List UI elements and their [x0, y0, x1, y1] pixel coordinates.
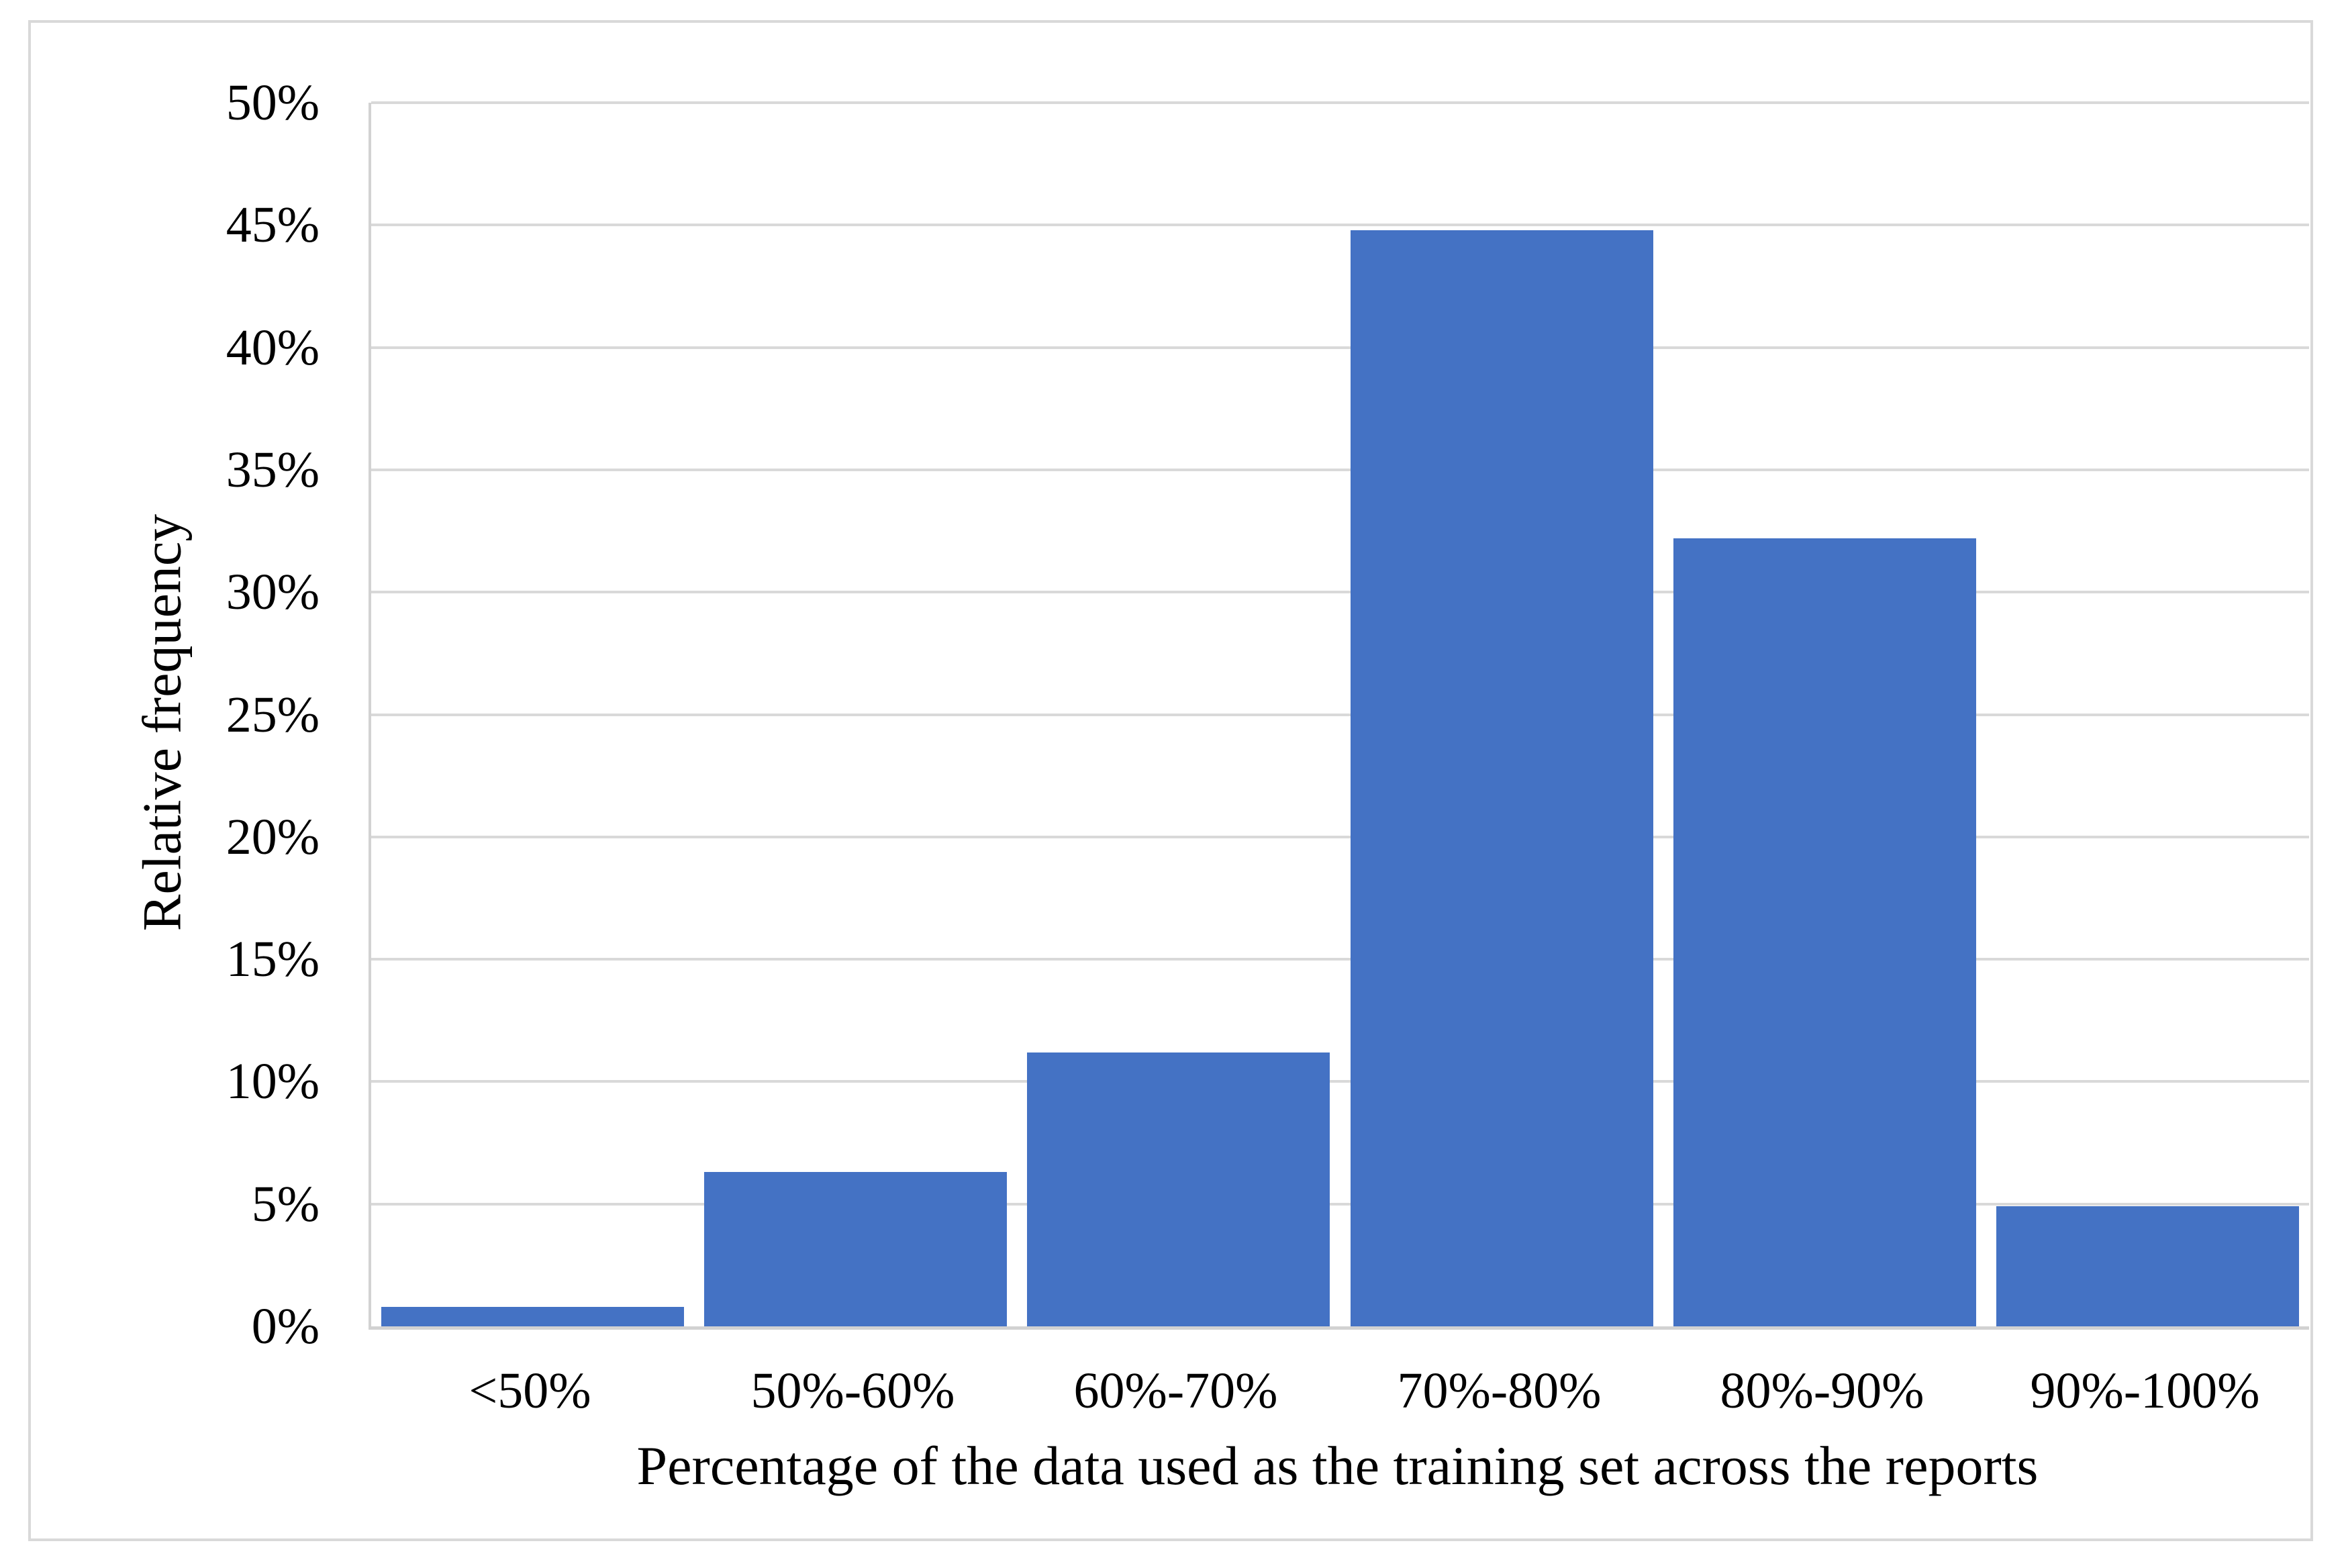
bar-50%-60% [704, 1172, 1007, 1326]
bar-60%-70% [1027, 1052, 1330, 1326]
gridline [371, 101, 2309, 104]
x-category-label: 80%-90% [1720, 1363, 1924, 1419]
x-category-label: 50%-60% [750, 1363, 955, 1419]
y-tick-label: 30% [226, 564, 320, 621]
gridline [371, 224, 2309, 227]
gridline [371, 958, 2309, 961]
x-axis-title: Percentage of the data used as the train… [636, 1435, 2039, 1496]
y-tick-label: 40% [226, 319, 320, 376]
bar-80%-90% [1673, 538, 1976, 1326]
y-tick-label: 0% [251, 1298, 320, 1355]
plot-area [369, 101, 2309, 1330]
x-category-label: 90%-100% [2030, 1363, 2260, 1419]
figure-frame: Relative frequency 0% 5% 10% 15% 20% 25% 30% 35… [28, 20, 2313, 1541]
bar-<50% [381, 1307, 684, 1326]
x-category-label: <50% [469, 1363, 591, 1419]
gridline [371, 591, 2309, 594]
gridline [371, 1202, 2309, 1206]
y-tick-label: 15% [226, 931, 320, 988]
y-tick-label: 5% [251, 1175, 320, 1232]
gridline [371, 468, 2309, 471]
y-tick-label: 25% [226, 686, 320, 743]
gridline [371, 713, 2309, 716]
bar-90%-100% [1996, 1206, 2299, 1326]
gridline [371, 346, 2309, 349]
gridline [371, 1080, 2309, 1083]
y-tick-label: 35% [226, 441, 320, 498]
bar-70%-80% [1351, 230, 1653, 1326]
y-tick-label: 50% [226, 75, 320, 131]
y-tick-label: 45% [226, 197, 320, 254]
gridline [371, 835, 2309, 838]
y-tick-label: 10% [226, 1053, 320, 1110]
y-tick-label: 20% [226, 808, 320, 865]
x-category-label: 60%-70% [1073, 1363, 1278, 1419]
x-category-label: 70%-80% [1397, 1363, 1602, 1419]
